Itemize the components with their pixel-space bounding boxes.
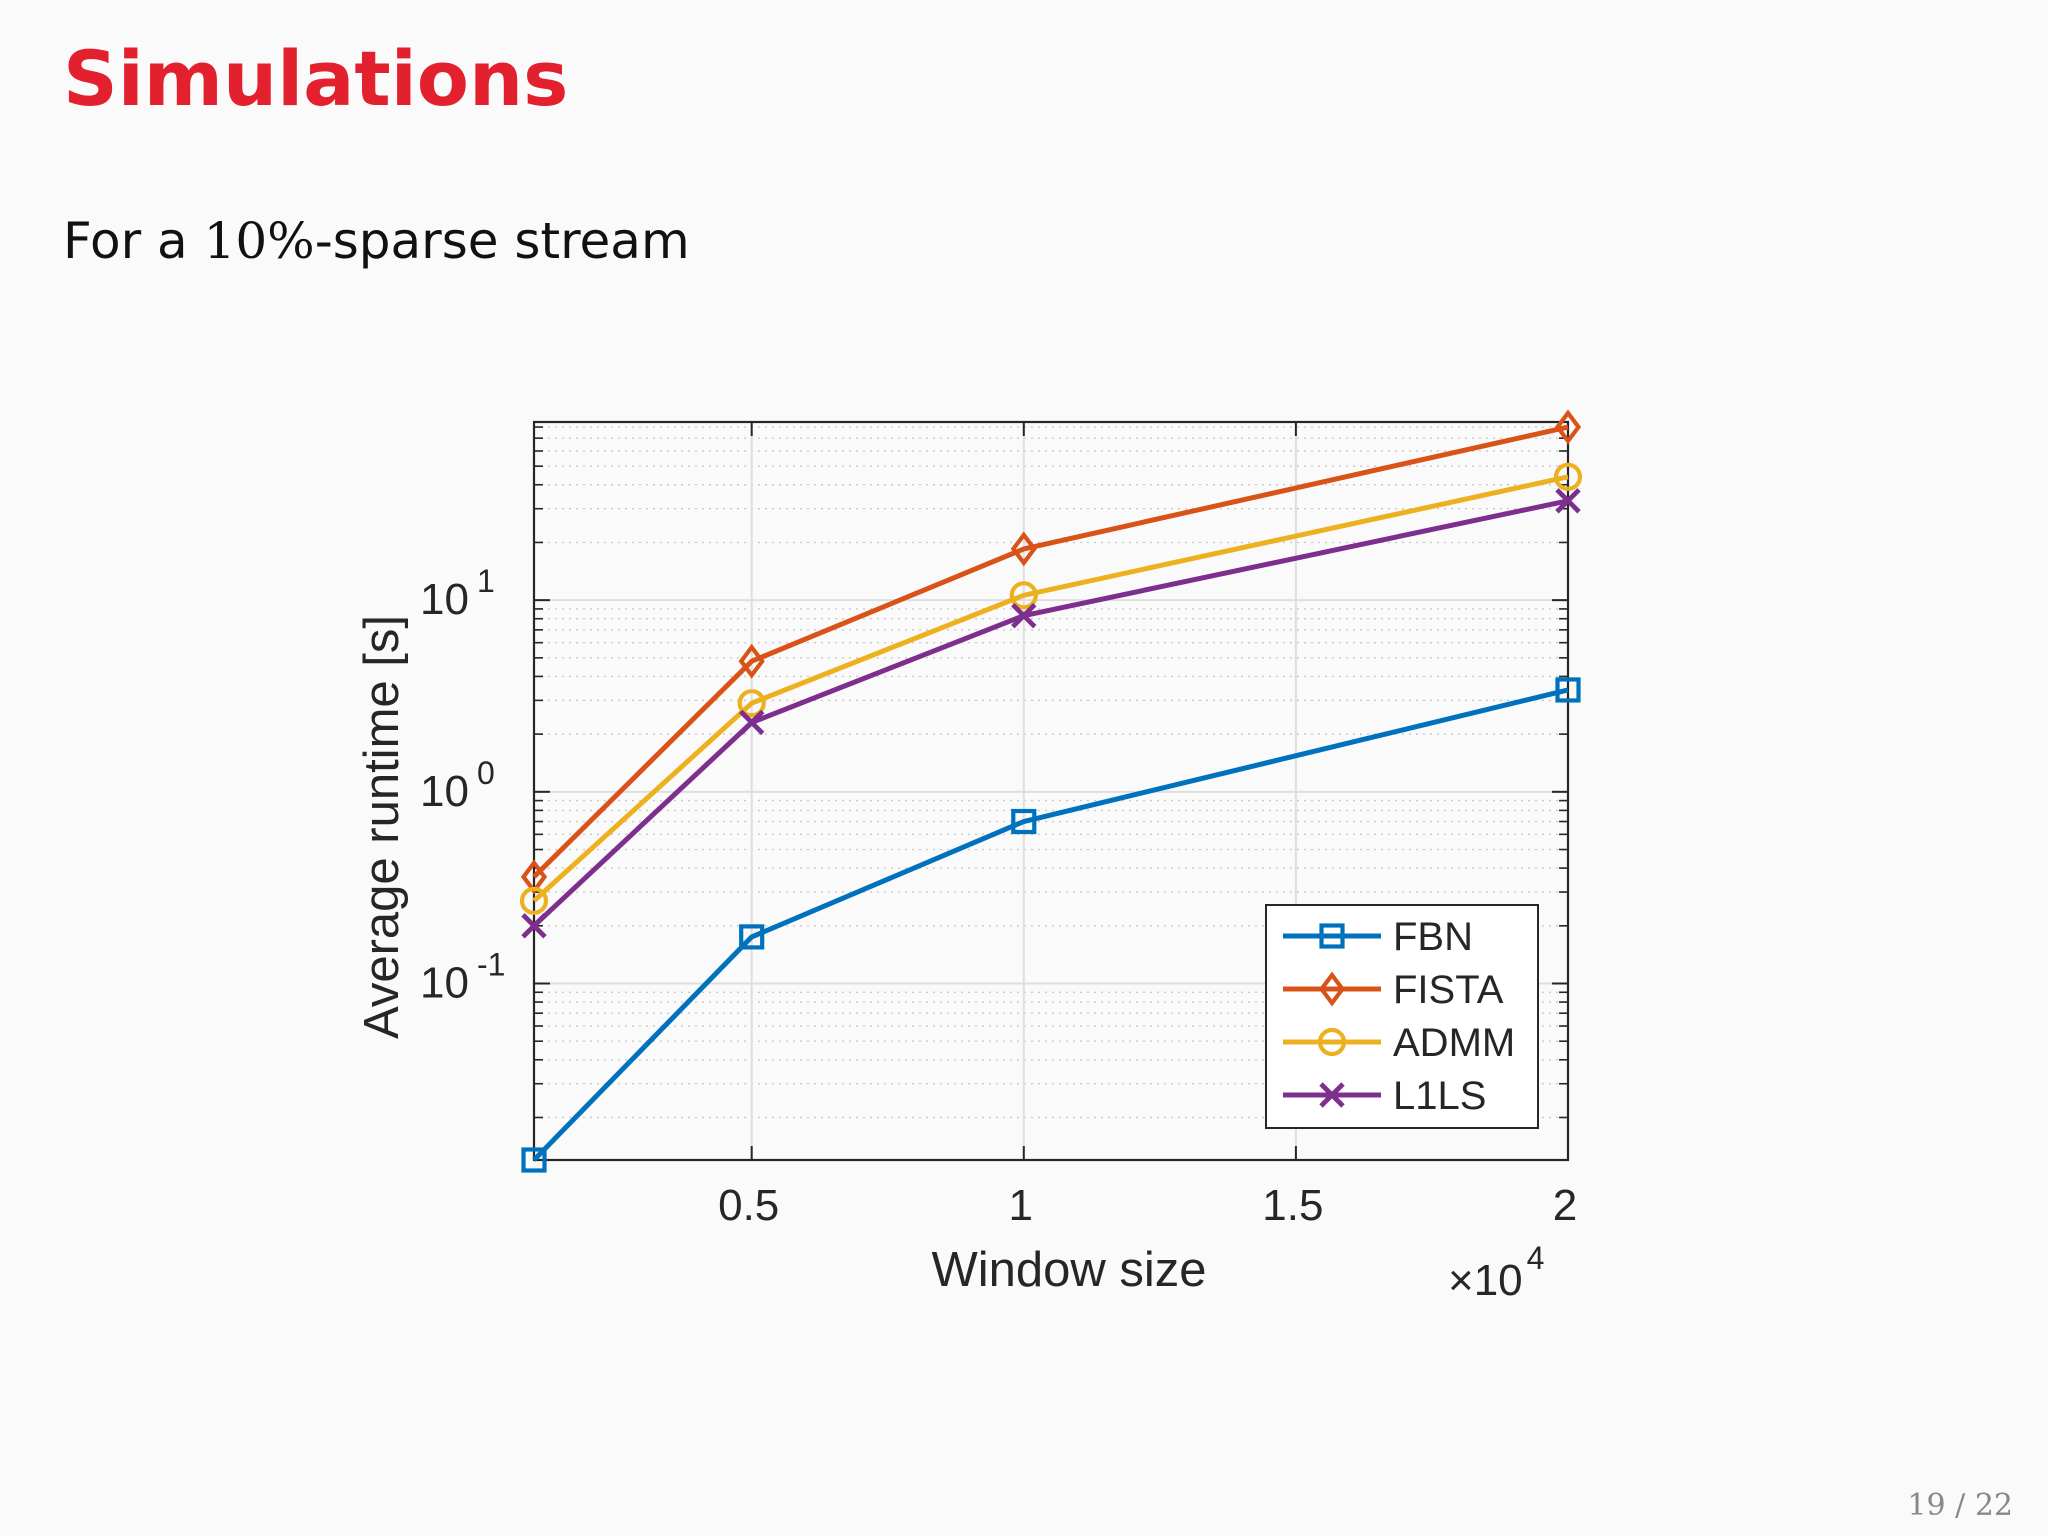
y-tick-label: 10 -1 xyxy=(420,947,505,1008)
legend-label-admm: ADMM xyxy=(1393,1021,1515,1065)
x-tick-label: 1.5 xyxy=(1262,1181,1323,1230)
y-tick-label-exponent: 1 xyxy=(477,563,495,599)
x-tick-label: 1 xyxy=(1009,1181,1033,1230)
legend-label-l1ls: L1LS xyxy=(1393,1074,1486,1118)
data-point-fbn xyxy=(521,1147,547,1173)
series-layer xyxy=(519,409,1583,1173)
y-tick-label-exponent: 0 xyxy=(477,755,495,791)
y-axis-label: Average runtime [s] xyxy=(355,615,409,1039)
y-tick-label-exponent: -1 xyxy=(477,947,505,983)
data-point-fista xyxy=(738,643,765,679)
subtitle-math: 10% xyxy=(203,212,315,270)
data-point-fbn xyxy=(1011,808,1037,835)
legend-box xyxy=(1265,904,1539,1129)
series-line-fbn xyxy=(532,687,1569,1162)
legend-item-fista: FISTA xyxy=(1283,968,1504,1012)
series-l1ls xyxy=(521,488,1581,939)
slide-title: Simulations xyxy=(63,34,569,123)
data-point-admm xyxy=(737,689,766,718)
y-tick-label-base: 10 xyxy=(420,575,469,624)
data-point-fbn xyxy=(1555,677,1581,703)
series-line-admm xyxy=(532,474,1569,903)
legend-marker-admm xyxy=(1317,1027,1347,1057)
legend-marker-fbn xyxy=(1319,923,1345,949)
legend-marker-l1ls xyxy=(1319,1082,1345,1108)
data-point-fista xyxy=(1010,531,1037,567)
x-tick-label: 2 xyxy=(1553,1181,1577,1230)
series-admm xyxy=(519,462,1583,915)
subtitle-prefix: For a xyxy=(63,212,204,270)
subtitle-suffix: -sparse stream xyxy=(314,212,690,270)
y-tick-label-base: 10 xyxy=(420,767,469,816)
data-point-admm xyxy=(519,886,549,915)
x-multiplier-exponent: 4 xyxy=(1527,1240,1545,1276)
data-point-fista xyxy=(1554,409,1582,445)
legend-marker-fista xyxy=(1318,971,1346,1007)
data-point-admm xyxy=(1553,462,1583,491)
data-point-l1ls xyxy=(521,913,547,939)
legend-item-l1ls: L1LS xyxy=(1283,1074,1486,1118)
legend-item-fbn: FBN xyxy=(1283,915,1473,959)
x-axis-label: Window size xyxy=(931,1243,1206,1297)
legend: FBN FISTA ADMM L1LS xyxy=(1265,904,1539,1129)
series-line-fista xyxy=(532,424,1569,879)
x-tick-label: 0.5 xyxy=(718,1181,779,1230)
y-tick-label: 10 0 xyxy=(420,755,495,816)
data-point-l1ls xyxy=(738,709,765,736)
series-line-l1ls xyxy=(532,498,1569,928)
data-point-admm xyxy=(1009,581,1038,610)
legend-label-fbn: FBN xyxy=(1393,915,1473,959)
series-fbn xyxy=(521,677,1581,1173)
data-point-fbn xyxy=(739,924,765,950)
data-point-l1ls xyxy=(1011,602,1037,629)
legend-label-fista: FISTA xyxy=(1393,968,1504,1012)
y-tick-label-base: 10 xyxy=(420,959,469,1008)
legend-item-admm: ADMM xyxy=(1283,1021,1515,1065)
x-axis-multiplier: ×10 4 xyxy=(1448,1240,1544,1305)
page-number: 19 / 22 xyxy=(1907,1488,2013,1523)
slide-subtitle: For a 10%-sparse stream xyxy=(63,212,690,270)
data-point-l1ls xyxy=(1555,488,1581,514)
x-multiplier-base: ×10 xyxy=(1448,1256,1523,1305)
y-tick-label: 10 1 xyxy=(420,563,495,624)
